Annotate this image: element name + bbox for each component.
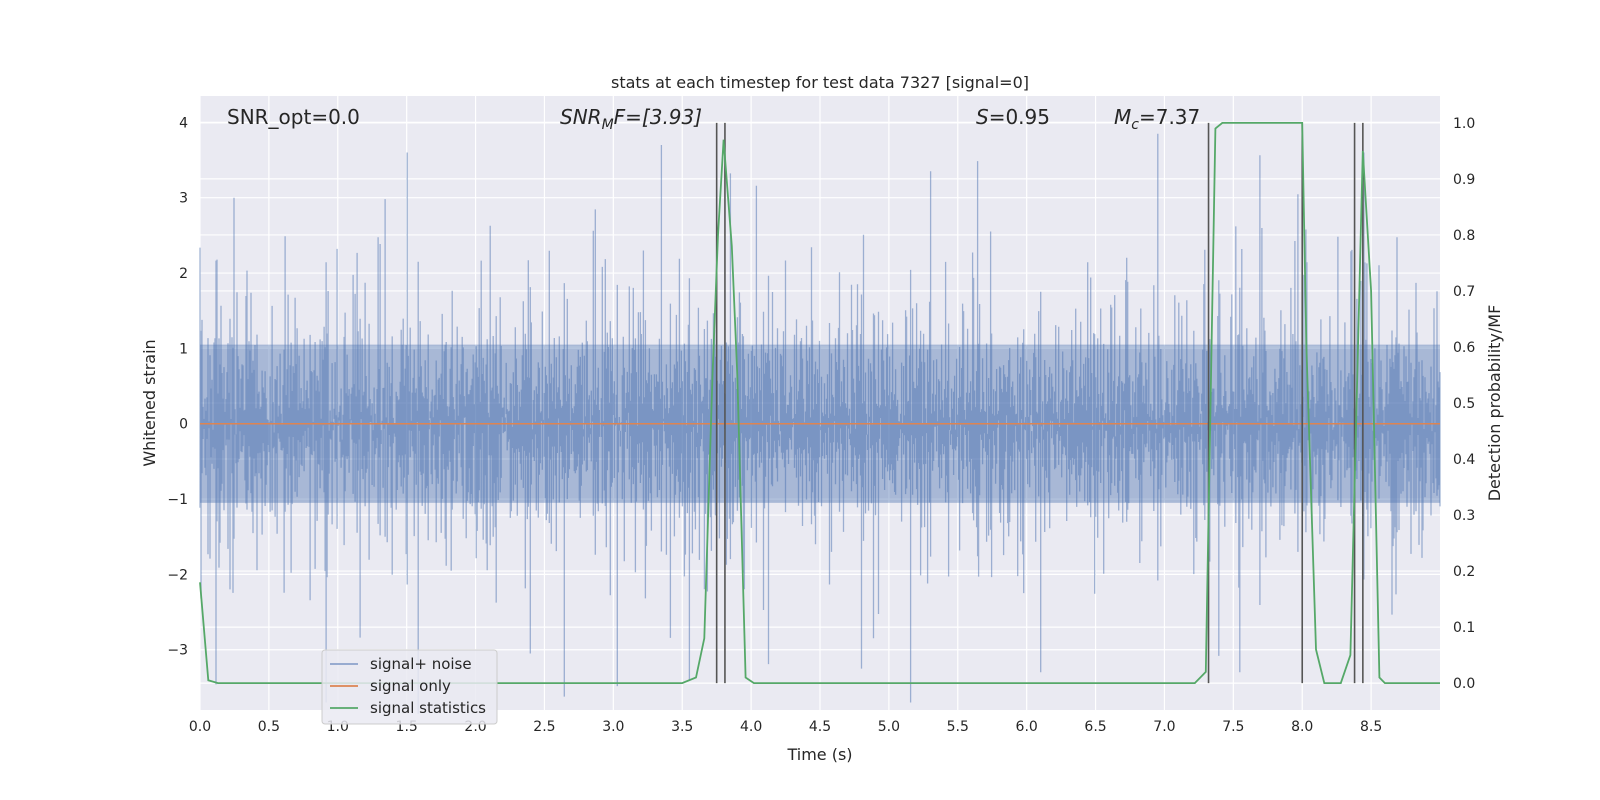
y-tick-label: −2 [167, 567, 188, 583]
annotation-mc: Mc=7.37 [1114, 105, 1200, 133]
y-tick-label: 0 [179, 417, 188, 433]
x-tick-label: 0.5 [258, 719, 280, 735]
legend-label-signal-statistics: signal statistics [370, 699, 486, 717]
y2-tick-label: 1.0 [1453, 116, 1475, 132]
y-tick-label: 3 [179, 191, 188, 207]
x-tick-label: 5.0 [878, 719, 900, 735]
x-tick-label: 7.0 [1153, 719, 1175, 735]
series-signal-statistics [199, 122, 1440, 684]
y-tick-label: −3 [167, 643, 188, 659]
y2-tick-label: 0.3 [1453, 508, 1475, 524]
x-tick-label: 3.5 [671, 719, 693, 735]
x-tick-label: 8.5 [1360, 719, 1382, 735]
x-tick-label: 6.5 [1084, 719, 1106, 735]
chart-title: stats at each timestep for test data 732… [611, 73, 1029, 92]
y-tick-label: 1 [179, 341, 188, 357]
x-tick-label: 4.5 [809, 719, 831, 735]
x-tick-label: 0.0 [189, 719, 211, 735]
y2-tick-label: 0.7 [1453, 284, 1475, 300]
x-tick-label: 3.0 [602, 719, 624, 735]
y2-tick-label: 0.4 [1453, 452, 1475, 468]
y2-tick-label: 0.0 [1453, 676, 1475, 692]
legend-label-signal-only: signal only [370, 677, 451, 695]
legend-box [321, 649, 498, 725]
legend: signal+ noise signal only signal statist… [321, 649, 498, 725]
legend-label-signal-noise: signal+ noise [370, 655, 472, 673]
x-tick-label: 4.0 [740, 719, 762, 735]
y-axis-label: Whitened strain [140, 339, 159, 466]
y2-tick-label: 0.6 [1453, 340, 1475, 356]
y-tick-label: 4 [179, 115, 188, 131]
y-tick-labels: −3 −2 −1 0 1 2 3 4 [167, 115, 188, 658]
annotation-snr-mf: SNRMF=[3.93] [560, 105, 702, 133]
annotation-s: S=0.95 [976, 105, 1050, 129]
x-tick-label: 5.5 [947, 719, 969, 735]
x-tick-label: 6.0 [1016, 719, 1038, 735]
y-tick-label: 2 [179, 266, 188, 282]
y-tick-label: −1 [167, 492, 188, 508]
y2-tick-label: 0.1 [1453, 620, 1475, 636]
x-axis-label: Time (s) [786, 745, 852, 764]
detection-lines [715, 122, 1364, 684]
x-tick-label: 7.5 [1222, 719, 1244, 735]
y2-tick-label: 0.8 [1453, 228, 1475, 244]
y2-tick-label: 0.9 [1453, 172, 1475, 188]
y2-tick-labels: 0.0 0.1 0.2 0.3 0.4 0.5 0.6 0.7 0.8 0.9 1.0 [1453, 116, 1475, 692]
annotation-snr-opt: SNR_opt=0.0 [227, 105, 360, 129]
y2-tick-label: 0.5 [1453, 396, 1475, 412]
x-tick-label: 2.5 [533, 719, 555, 735]
x-tick-label: 8.0 [1291, 719, 1313, 735]
y2-tick-label: 0.2 [1453, 564, 1475, 580]
y2-axis-label: Detection probability/MF [1485, 305, 1504, 502]
